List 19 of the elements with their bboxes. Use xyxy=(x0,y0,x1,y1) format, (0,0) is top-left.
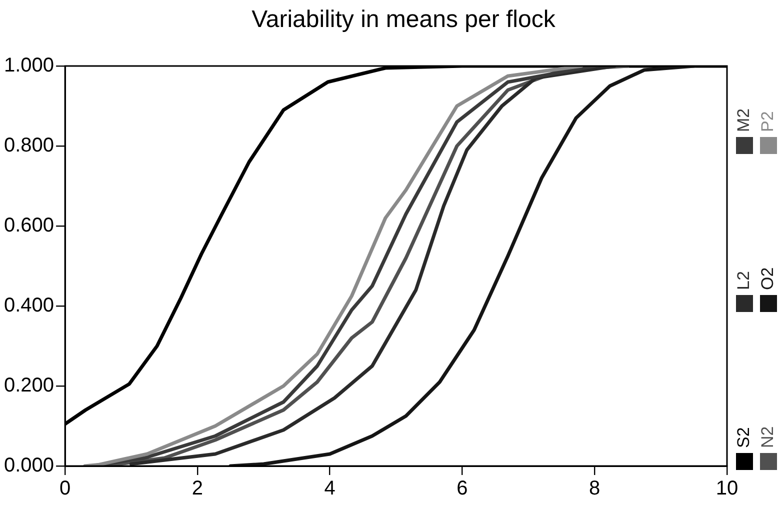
x-tick-label: 4 xyxy=(324,478,336,500)
x-tick-label: 8 xyxy=(589,478,600,500)
y-tick-label: 1.000 xyxy=(4,54,54,77)
x-tick-label: 0 xyxy=(59,478,71,500)
chart-title: Variability in means per flock xyxy=(250,6,556,34)
y-tick-label: 0.000 xyxy=(4,454,54,477)
y-tick-label: 0.600 xyxy=(4,214,54,237)
x-tick-label: 6 xyxy=(456,478,468,500)
y-tick-label: 0.800 xyxy=(4,134,54,157)
text: P2 xyxy=(758,111,778,132)
text: S2 xyxy=(734,427,754,448)
y-tick-label: 0.200 xyxy=(4,374,54,397)
x-tick-label: 10 xyxy=(716,478,738,500)
text: N2 xyxy=(758,426,778,448)
text: O2 xyxy=(758,267,778,290)
x-tick-label: 2 xyxy=(192,478,203,500)
y-tick-label: 0.400 xyxy=(4,294,54,317)
text: M2 xyxy=(734,108,754,132)
text: L2 xyxy=(734,271,754,290)
